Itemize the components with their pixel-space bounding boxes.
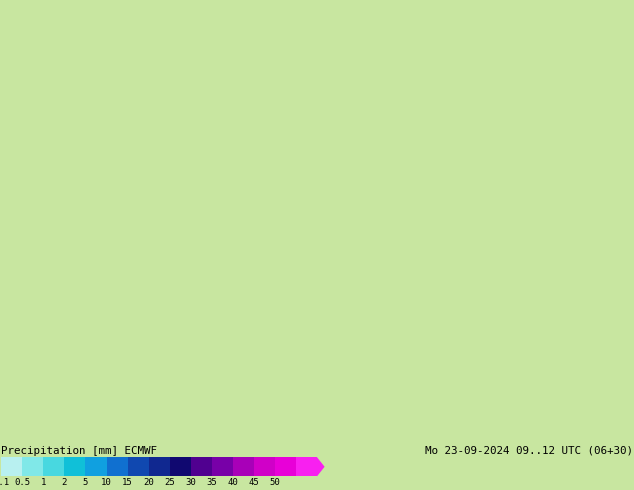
Bar [275, 457, 296, 476]
Text: Precipitation [mm] ECMWF: Precipitation [mm] ECMWF [1, 446, 157, 456]
Text: 15: 15 [122, 478, 133, 487]
Text: 5: 5 [83, 478, 88, 487]
Bar [127, 457, 148, 476]
Text: 0.5: 0.5 [14, 478, 30, 487]
Bar [212, 457, 233, 476]
Bar [254, 457, 275, 476]
Bar [65, 457, 86, 476]
Text: 20: 20 [143, 478, 154, 487]
Text: 30: 30 [185, 478, 196, 487]
Bar [107, 457, 127, 476]
Polygon shape [317, 457, 325, 476]
Text: 25: 25 [164, 478, 175, 487]
Bar [233, 457, 254, 476]
Text: 2: 2 [61, 478, 67, 487]
Text: 45: 45 [249, 478, 259, 487]
Text: 1: 1 [41, 478, 46, 487]
Bar [22, 457, 43, 476]
Text: 35: 35 [207, 478, 217, 487]
Text: 50: 50 [269, 478, 280, 487]
Text: 10: 10 [101, 478, 112, 487]
Bar [1, 457, 22, 476]
Bar [148, 457, 170, 476]
Bar [191, 457, 212, 476]
Bar [43, 457, 65, 476]
Bar [86, 457, 107, 476]
Text: Mo 23-09-2024 09..12 UTC (06+30): Mo 23-09-2024 09..12 UTC (06+30) [425, 446, 633, 456]
Bar [170, 457, 191, 476]
Text: 40: 40 [228, 478, 238, 487]
Text: 0.1: 0.1 [0, 478, 10, 487]
Bar [296, 457, 317, 476]
